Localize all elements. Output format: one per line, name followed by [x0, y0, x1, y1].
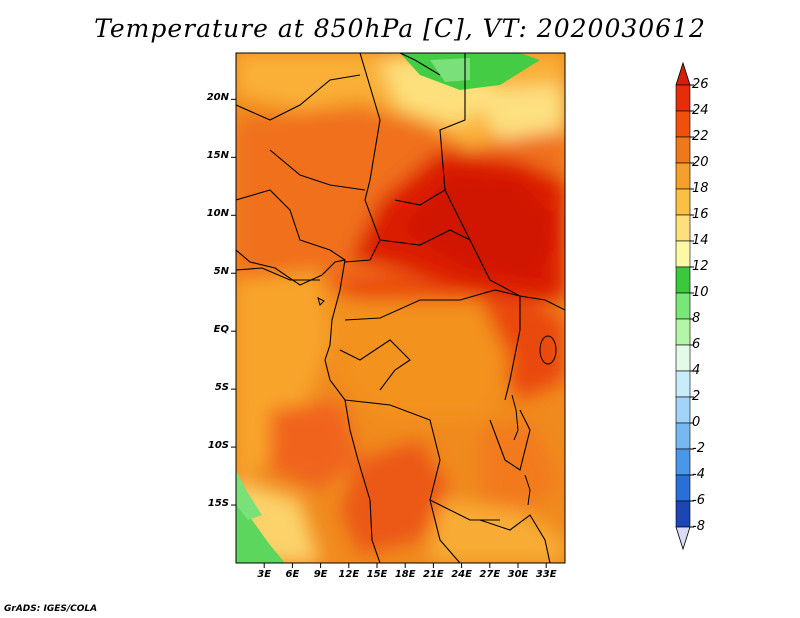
lat-label: 15N	[206, 150, 229, 162]
colorbar-label: -8	[692, 519, 705, 534]
colorbar-label: 0	[692, 415, 701, 430]
colorbar-bin	[675, 214, 691, 242]
colorbar-label: 22	[692, 129, 709, 144]
colorbar-label: 4	[692, 363, 701, 378]
lat-label: 5N	[213, 266, 229, 278]
colorbar-under-triangle	[675, 526, 691, 551]
lon-label: 18E	[394, 569, 416, 580]
boundaries	[236, 53, 565, 563]
colorbar-bin	[675, 266, 691, 294]
lon-label: 27E	[479, 569, 501, 580]
plot-frame	[235, 52, 566, 564]
map-title: Temperature at 850hPa [C], VT: 202003061…	[94, 14, 706, 43]
lon-label: 24E	[451, 569, 472, 580]
lon-label: 12E	[338, 569, 360, 580]
colorbar-label: 18	[692, 181, 709, 196]
colorbar-label: -2	[692, 441, 705, 456]
colorbar-label: 14	[692, 233, 709, 248]
colorbar-bin	[675, 448, 691, 476]
colorbar-bin	[675, 240, 691, 268]
colorbar-bin	[675, 84, 691, 112]
colorbar-bin	[675, 188, 691, 216]
lat-label: 15S	[207, 498, 229, 510]
lat-label: EQ	[213, 324, 229, 336]
colorbar	[675, 61, 694, 551]
colorbar-label: 10	[692, 285, 709, 300]
credit-text: GrADS: IGES/COLA	[4, 604, 98, 614]
colorbar-bin	[675, 396, 691, 424]
colorbar-bin	[675, 292, 691, 320]
colorbar-label: 20	[692, 155, 709, 170]
lakes	[317, 297, 557, 506]
axis-ticks	[231, 98, 547, 568]
colorbar-label: 8	[692, 311, 701, 326]
colorbar-bin	[675, 474, 691, 502]
colorbar-label: 24	[692, 103, 709, 118]
colorbar-over-triangle	[675, 61, 691, 86]
lon-label: 3E	[257, 569, 272, 580]
lat-label: 5S	[214, 382, 229, 394]
colorbar-label: 2	[692, 389, 701, 404]
colorbar-bin	[675, 422, 691, 450]
lon-label: 15E	[366, 569, 388, 580]
colorbar-label: 16	[692, 207, 709, 222]
colorbar-bin	[675, 318, 691, 346]
colorbar-label: 6	[692, 337, 701, 352]
colorbar-label: 12	[692, 259, 709, 274]
lon-label: 6E	[285, 569, 300, 580]
lat-label: 20N	[206, 92, 229, 104]
lat-label: 10S	[207, 440, 229, 452]
colorbar-label: 26	[692, 77, 709, 92]
colorbar-label: -4	[692, 467, 705, 482]
colorbar-label: -6	[692, 493, 705, 508]
colorbar-bin	[675, 500, 691, 528]
colorbar-bin	[675, 136, 691, 164]
lon-label: 30E	[507, 569, 529, 580]
colorbar-bin	[675, 370, 691, 398]
lon-label: 21E	[423, 569, 444, 580]
colorbar-bin	[675, 344, 691, 372]
lat-label: 10N	[206, 208, 229, 220]
lon-label: 33E	[535, 569, 557, 580]
colorbar-bin	[675, 110, 691, 138]
temperature-field	[236, 53, 565, 563]
colorbar-bin	[675, 162, 691, 190]
lon-label: 9E	[313, 569, 328, 580]
